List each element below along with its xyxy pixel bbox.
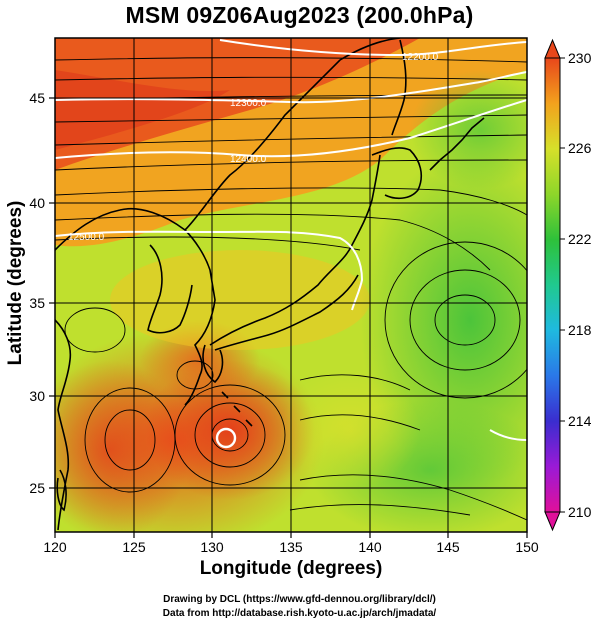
x-tick-label: 150 [515,539,539,555]
y-tick-label: 35 [29,295,45,311]
gridlines [55,38,527,532]
colorbar-min-triangle [544,511,561,532]
x-tick-label: 145 [436,539,460,555]
y-tick-label: 40 [29,195,45,211]
colorbar-max-triangle [544,38,561,59]
contour-label: 12500.0 [68,232,105,243]
y-axis-title: Latitude (degrees) [5,200,26,366]
y-tick-label: 30 [29,388,45,404]
x-tick-label: 140 [358,539,382,555]
x-tick-label: 125 [122,539,146,555]
temperature-field [55,38,527,532]
contour-label: 12300.0 [230,98,267,109]
credit-data: Data from http://database.rish.kyoto-u.a… [162,608,437,619]
streamlines [55,57,527,521]
credits: Drawing by DCL (https://www.gfd-dennou.o… [0,593,599,621]
colorbar-tick-label: 226 [568,140,592,156]
map-title: MSM 09Z06Aug2023 (200.0hPa) [125,2,474,28]
y-tick-label: 25 [29,480,45,496]
coastlines [55,38,485,531]
colorbar: 230 226 222 218 214 210 [544,38,592,532]
y-tick-label: 45 [29,90,45,106]
x-tick-label: 130 [200,539,224,555]
colorbar-tick-label: 218 [568,322,592,338]
low-center-contour [215,427,237,449]
colorbar-tick-label: 214 [568,413,592,429]
colorbar-gradient [544,57,561,513]
x-tick-label: 135 [279,539,303,555]
colorbar-tick-label: 230 [568,50,592,66]
contour-label: 12400.0 [230,154,267,165]
contour-label: 12200.0 [402,52,439,63]
colorbar-tick-label: 222 [568,231,592,247]
height-contours [55,39,527,441]
x-tick-label: 120 [43,539,67,555]
credit-drawing: Drawing by DCL (https://www.gfd-dennou.o… [163,594,436,605]
axis-ticks [49,97,528,538]
x-axis-title: Longitude (degrees) [199,558,383,579]
colorbar-tick-label: 210 [568,504,592,520]
